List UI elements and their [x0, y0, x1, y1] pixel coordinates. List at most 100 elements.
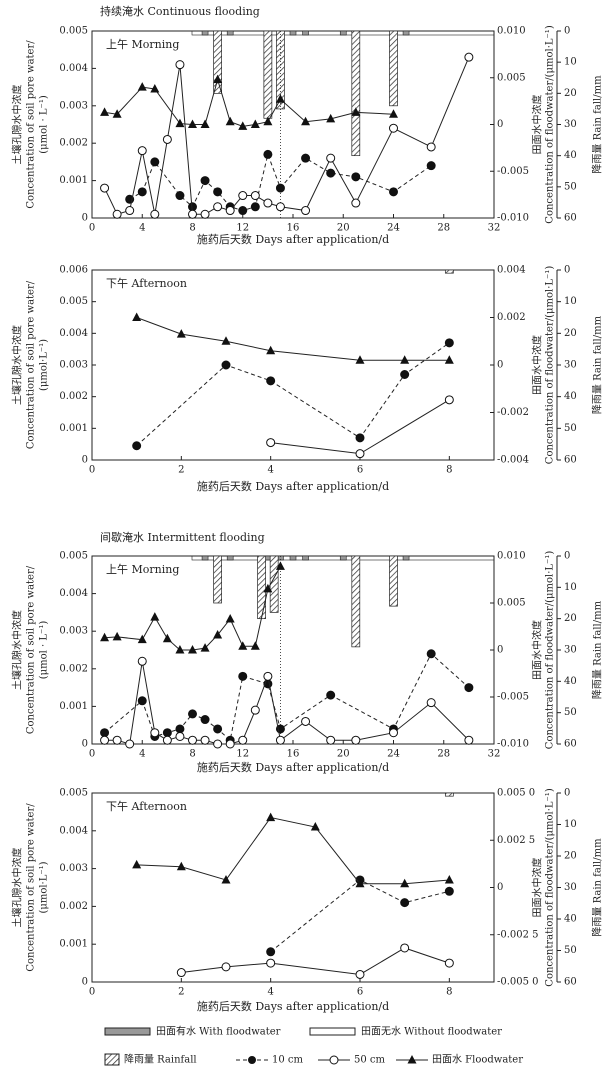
- point: [112, 109, 122, 118]
- point: [326, 153, 336, 163]
- point: [355, 878, 365, 888]
- point: [162, 633, 172, 643]
- rain-bar: [351, 30, 361, 157]
- point: [250, 641, 260, 650]
- y3-tick-label: 60: [564, 739, 577, 750]
- point: [221, 962, 231, 972]
- legend-label: 降雨量 Rainfall: [124, 1053, 197, 1066]
- y3-axis-label: 降雨量 Rain fall/mm: [591, 75, 604, 174]
- y2-tick-label: -0.005: [497, 692, 529, 703]
- y3-tick-label: 50: [564, 181, 577, 192]
- point: [263, 116, 273, 126]
- rain-bar: [213, 30, 222, 94]
- x-tick-label: 16: [287, 223, 300, 234]
- point: [238, 121, 248, 130]
- point: [200, 715, 210, 725]
- point: [275, 561, 285, 570]
- with-floodwater-mark: [302, 555, 309, 561]
- with-floodwater-mark: [289, 30, 297, 36]
- x-tick-label: 8: [189, 749, 195, 760]
- legend-key: [248, 1056, 256, 1064]
- point: [112, 209, 122, 219]
- point: [238, 641, 248, 650]
- x-tick-label: 16: [287, 749, 300, 760]
- point: [444, 886, 454, 896]
- point: [389, 109, 398, 118]
- y-tick-label: 0.002: [59, 138, 88, 149]
- point: [389, 728, 398, 738]
- point: [200, 209, 210, 219]
- point: [355, 449, 365, 459]
- point: [188, 709, 197, 719]
- point: [100, 183, 110, 193]
- point: [266, 958, 276, 968]
- point: [175, 724, 185, 734]
- y3-axis-label: 降雨量 Rain fall/mm: [591, 600, 604, 699]
- x-tick-label: 8: [189, 223, 195, 234]
- panel-label: 上午 Morning: [106, 563, 179, 576]
- x-tick-label: 32: [488, 223, 501, 234]
- point: [137, 656, 147, 666]
- y-axis-label: Concentration of soil pore water/: [26, 565, 37, 734]
- point: [175, 645, 185, 654]
- point: [150, 157, 160, 167]
- point: [444, 874, 454, 884]
- legend-label: 50 cm: [354, 1055, 386, 1066]
- legend-label: 10 cm: [272, 1055, 304, 1066]
- point: [355, 355, 365, 364]
- y-tick-label: 0.005: [59, 296, 88, 307]
- y-axis-label: (μmol · L⁻¹): [39, 621, 50, 680]
- panel-label: 下午 Afternoon: [106, 800, 187, 813]
- y-tick-label: 0.004: [59, 588, 88, 599]
- x-tick-label: 28: [437, 749, 450, 760]
- y2-tick-label: 0: [497, 645, 503, 656]
- x-tick-label: 6: [357, 987, 363, 998]
- y-tick-label: 0.003: [59, 360, 88, 371]
- point: [426, 161, 436, 171]
- rain-bar: [389, 30, 398, 107]
- x-tick-label: 4: [267, 465, 273, 476]
- point: [355, 969, 365, 979]
- y3-axis-label: 降雨量 Rain fall/mm: [591, 315, 604, 414]
- y-tick-label: 0.005: [59, 551, 88, 562]
- point: [221, 874, 231, 884]
- y2-axis-label: Concentration of floodwater/(μmol·L⁻¹): [545, 788, 556, 987]
- point: [351, 735, 361, 745]
- point: [125, 206, 135, 216]
- x-tick-label: 24: [387, 749, 400, 760]
- point: [200, 643, 210, 652]
- point: [326, 113, 336, 123]
- x-axis-label: 施药后天数 Days after application/d: [197, 761, 389, 774]
- point: [162, 728, 172, 738]
- y2-axis-label: Concentration of floodwater/(μmol·L⁻¹): [545, 266, 556, 465]
- point: [275, 202, 285, 212]
- y-axis-label: Concentration of soil pore water/: [26, 280, 37, 449]
- point: [213, 739, 223, 749]
- point: [225, 613, 235, 623]
- point: [351, 107, 361, 116]
- x-tick-label: 32: [488, 749, 501, 760]
- point: [175, 191, 185, 201]
- y2-tick-label: 0.002: [497, 312, 526, 323]
- point: [426, 698, 436, 708]
- point: [112, 735, 122, 745]
- series-line: [104, 661, 470, 745]
- y-axis-label: (μmol·L⁻¹): [39, 339, 50, 391]
- series-line: [270, 879, 450, 953]
- rain-bar: [269, 555, 279, 613]
- point: [150, 612, 160, 621]
- y-axis-label: (μmol · L⁻¹): [39, 95, 50, 154]
- y-tick-label: 0.004: [59, 63, 88, 74]
- y2-tick-label: -0.005: [497, 166, 529, 177]
- y-tick-label: 0.001: [59, 939, 88, 950]
- point: [275, 183, 285, 193]
- panel-title: 间歇淹水 Intermittent flooding: [100, 531, 265, 544]
- x-tick-label: 0: [89, 465, 95, 476]
- point: [400, 943, 410, 953]
- x-tick-label: 4: [139, 223, 145, 234]
- point: [444, 338, 454, 348]
- rain-bar: [257, 555, 266, 620]
- point: [238, 671, 248, 681]
- point: [400, 878, 410, 888]
- panel-title: 持续淹水 Continuous flooding: [100, 4, 260, 18]
